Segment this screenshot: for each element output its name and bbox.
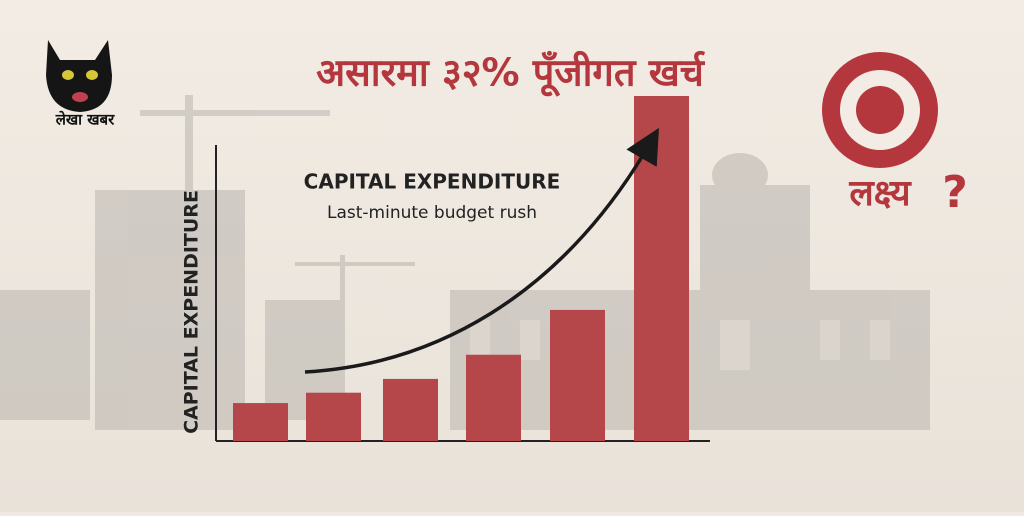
- target-icon: [822, 52, 938, 168]
- bar: [634, 96, 689, 441]
- trend-arrow: [304, 127, 659, 374]
- bar: [383, 378, 438, 441]
- bar: [466, 354, 521, 441]
- headline: असारमा ३२% पूँजीगत खर्च: [316, 51, 706, 98]
- chart-subtitle: Last-minute budget rush: [327, 203, 537, 223]
- logo: लेखा खबर: [46, 40, 115, 129]
- bar: [550, 309, 605, 441]
- target-question: ?: [942, 167, 968, 218]
- bar: [306, 392, 361, 441]
- y-axis-label: CAPITAL EXPENDITURE: [181, 190, 203, 434]
- building-windows: [470, 320, 890, 370]
- bars: [233, 96, 689, 441]
- logo-text: लेखा खबर: [55, 111, 115, 129]
- bar: [233, 403, 288, 441]
- chart-title: CAPITAL EXPENDITURE: [304, 170, 561, 194]
- target-label: लक्ष्य: [848, 173, 911, 214]
